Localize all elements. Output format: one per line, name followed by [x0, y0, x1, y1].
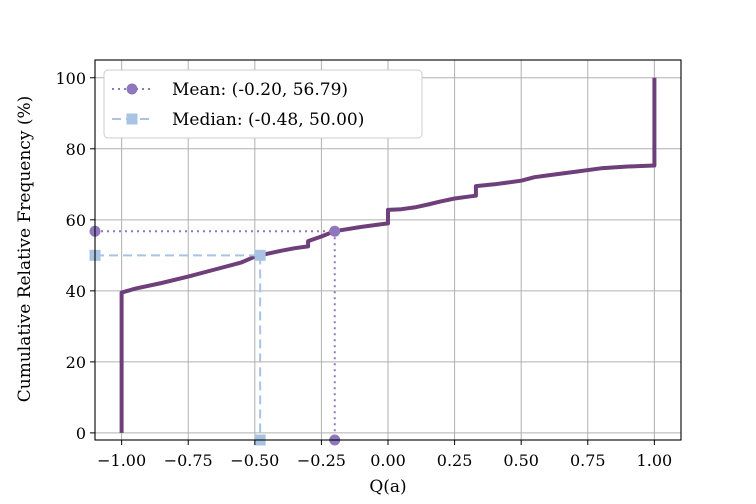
y-tick-label: 20 — [66, 353, 86, 372]
mean-marker — [329, 225, 341, 237]
legend-median-marker — [126, 113, 138, 125]
x-tick-label: 0.00 — [370, 451, 406, 470]
y-tick-label: 100 — [55, 69, 86, 88]
legend-mean-label: Mean: (-0.20, 56.79) — [172, 80, 348, 100]
y-axis-label: Cumulative Relative Frequency (%) — [15, 96, 35, 402]
x-tick-label: 0.75 — [570, 451, 606, 470]
x-tick-label: 0.25 — [437, 451, 473, 470]
legend-box — [103, 69, 423, 139]
legend-mean-marker — [126, 83, 138, 95]
y-tick-label: 0 — [76, 424, 86, 443]
x-axis-label: Q(a) — [369, 477, 406, 497]
axis-ticks: −1.00 −0.75 −0.50 −0.25 0.00 0.25 0.50 0.75 1.00… — [55, 69, 672, 470]
y-tick-label: 80 — [66, 140, 86, 159]
x-tick-label: 0.50 — [503, 451, 539, 470]
x-tick-label: −0.25 — [297, 451, 346, 470]
x-tick-label: −0.50 — [230, 451, 279, 470]
cdf-line — [119, 77, 657, 433]
legend: Mean: (-0.20, 56.79) Median: (-0.48, 50.0… — [103, 69, 423, 139]
x-tick-label: −0.75 — [164, 451, 213, 470]
x-tick-label: −1.00 — [97, 451, 146, 470]
median-marker — [254, 249, 266, 261]
legend-median-label: Median: (-0.48, 50.00) — [172, 110, 364, 130]
x-tick-label: 1.00 — [637, 451, 673, 470]
y-tick-label: 40 — [66, 282, 86, 301]
y-tick-label: 60 — [66, 211, 86, 230]
data-line-layer — [119, 77, 657, 433]
